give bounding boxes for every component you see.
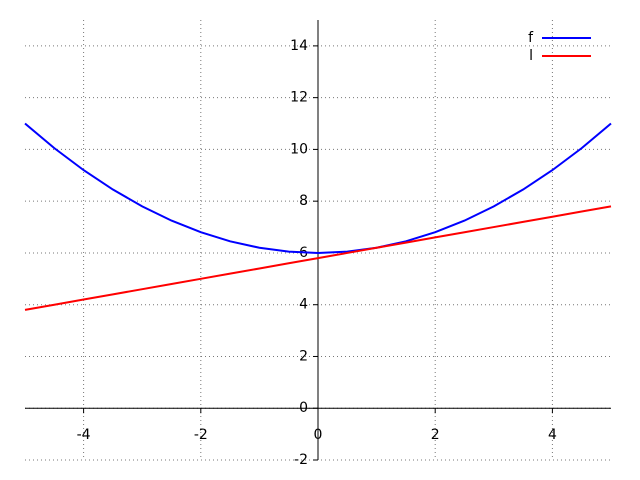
y-tick-label: 14 bbox=[290, 38, 308, 54]
legend-label: l bbox=[529, 48, 533, 64]
series-line bbox=[24, 122, 612, 254]
y-tick-label: 2 bbox=[299, 348, 308, 364]
y-tick-label: 12 bbox=[290, 90, 308, 106]
y-tick-label: -2 bbox=[294, 452, 308, 468]
legend-label: f bbox=[528, 30, 534, 46]
y-tick-label: 10 bbox=[290, 141, 308, 157]
x-tick-label: 4 bbox=[548, 427, 557, 443]
x-tick-label: 0 bbox=[314, 427, 323, 443]
x-tick-label: 2 bbox=[431, 427, 440, 443]
x-tick-label: -4 bbox=[77, 427, 91, 443]
y-tick-label: 0 bbox=[299, 400, 308, 416]
x-tick-label: -2 bbox=[194, 427, 208, 443]
y-tick-label: 4 bbox=[299, 297, 308, 313]
series-line bbox=[24, 205, 612, 311]
y-tick-label: 8 bbox=[299, 193, 308, 209]
